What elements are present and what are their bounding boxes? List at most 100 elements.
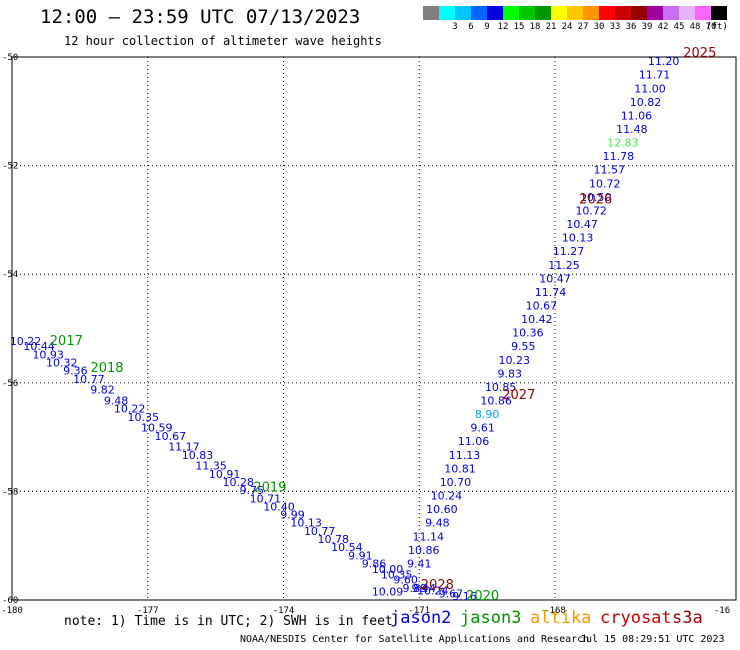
color-swatch bbox=[551, 6, 567, 20]
chart-subtitle: 12 hour collection of altimeter wave hei… bbox=[64, 34, 382, 48]
swh-value: 10.67 bbox=[526, 299, 558, 312]
swh-value: 11.78 bbox=[603, 150, 635, 163]
x-tick-label: -177 bbox=[137, 606, 159, 616]
color-scale-label: 70 bbox=[705, 22, 717, 32]
plot-frame bbox=[11, 56, 737, 601]
swh-value: 10.47 bbox=[566, 218, 598, 231]
color-swatch bbox=[519, 6, 535, 20]
x-tick-label: -174 bbox=[273, 606, 295, 616]
swh-value: 10.72 bbox=[589, 177, 621, 190]
color-swatch bbox=[711, 6, 727, 20]
y-tick-label: -56 bbox=[2, 379, 18, 389]
color-scale-label: 42 bbox=[657, 22, 669, 32]
color-swatch bbox=[471, 6, 487, 20]
swh-value: 9.60 bbox=[393, 574, 418, 587]
y-tick-label: -60 bbox=[2, 596, 18, 606]
swh-value: 9.48 bbox=[104, 395, 129, 408]
color-swatch bbox=[599, 6, 615, 20]
swh-value: 10.77 bbox=[73, 373, 105, 386]
swh-value: 10.22 bbox=[114, 403, 146, 416]
color-scale-label: 3 bbox=[452, 22, 458, 32]
color-scale-label: 36 bbox=[625, 22, 637, 32]
color-swatch bbox=[647, 6, 663, 20]
swh-value: 10.23 bbox=[499, 354, 531, 367]
swh-value: 10.44 bbox=[23, 340, 55, 353]
swh-value: 10.59 bbox=[141, 422, 173, 435]
swh-value: 9.41 bbox=[407, 557, 432, 570]
swh-value: 10.86 bbox=[408, 544, 440, 557]
color-scale-label: 30 bbox=[593, 22, 605, 32]
swh-value: 10.00 bbox=[372, 563, 404, 576]
x-tick-label: -16 bbox=[714, 606, 730, 616]
y-tick-label: -54 bbox=[2, 270, 18, 280]
swh-value: 10.93 bbox=[32, 348, 64, 361]
swh-value: 11.20 bbox=[648, 55, 680, 68]
x-tick-label: -180 bbox=[1, 606, 23, 616]
swh-value: 10.28 bbox=[223, 476, 255, 489]
swh-value: 11.17 bbox=[168, 441, 200, 454]
color-scale-label: 9 bbox=[484, 22, 490, 32]
swh-value: 9.67 bbox=[439, 587, 464, 600]
swh-value: 10.32 bbox=[46, 357, 78, 370]
color-swatch bbox=[631, 6, 647, 20]
swh-value: 10.13 bbox=[290, 517, 322, 530]
swh-value: 10.24 bbox=[417, 585, 449, 598]
satellite-legend-altika: altika bbox=[530, 608, 592, 628]
color-scale-label: 24 bbox=[561, 22, 573, 32]
swh-value: 10.22 bbox=[10, 335, 42, 348]
y-tick-label: -50 bbox=[2, 53, 18, 63]
swh-value: 11.35 bbox=[195, 460, 227, 473]
x-tick-label: -171 bbox=[408, 606, 430, 616]
swh-value: 10.40 bbox=[263, 500, 295, 513]
swh-value: 9.86 bbox=[362, 557, 387, 570]
hour-label: 2025 bbox=[683, 46, 716, 61]
swh-value: 10.91 bbox=[209, 468, 241, 481]
color-scale-label: 15 bbox=[513, 22, 525, 32]
color-swatch bbox=[455, 6, 471, 20]
swh-value: 10.83 bbox=[182, 449, 214, 462]
hour-label: 2018 bbox=[90, 361, 123, 376]
color-swatch bbox=[583, 6, 599, 20]
swh-value: 11.00 bbox=[634, 82, 666, 95]
x-tick-label: -168 bbox=[544, 606, 566, 616]
swh-value: 10.50 bbox=[580, 191, 612, 204]
chart-title: 12:00 — 23:59 UTC 07/13/2023 bbox=[40, 6, 361, 28]
swh-value: 11.74 bbox=[535, 286, 567, 299]
color-scale-label: 21 bbox=[545, 22, 557, 32]
swh-value: 10.09 bbox=[372, 586, 404, 599]
swh-value: 9.99 bbox=[280, 509, 305, 522]
swh-value: 11.13 bbox=[449, 449, 481, 462]
color-scale-label: 6 bbox=[468, 22, 474, 32]
swh-value: 10.13 bbox=[562, 232, 594, 245]
y-tick-label: -52 bbox=[2, 162, 18, 172]
color-scale-label: 27 bbox=[577, 22, 589, 32]
color-swatch bbox=[535, 6, 551, 20]
generated-timestamp: Jul 15 08:29:51 UTC 2023 bbox=[580, 634, 725, 645]
swh-value: 10.82 bbox=[630, 96, 662, 109]
color-scale-unit: (ft) bbox=[706, 22, 728, 32]
swh-value: 9.82 bbox=[90, 384, 115, 397]
swh-value: 10.70 bbox=[440, 476, 472, 489]
satellite-legend-s3a: s3a bbox=[672, 608, 703, 628]
swh-value: 9.44 bbox=[412, 582, 437, 595]
color-swatch bbox=[663, 6, 679, 20]
swh-value: 10.47 bbox=[539, 272, 571, 285]
color-swatch bbox=[423, 6, 439, 20]
swh-value: 9.16 bbox=[452, 590, 477, 603]
color-swatch bbox=[487, 6, 503, 20]
y-tick-label: -58 bbox=[2, 487, 18, 497]
hour-label: 2028 bbox=[421, 578, 454, 593]
swh-value: 9.55 bbox=[511, 340, 536, 353]
swh-value: 11.25 bbox=[548, 259, 580, 272]
color-scale-label: 12 bbox=[497, 22, 509, 32]
swh-value: 10.72 bbox=[575, 204, 607, 217]
hour-label: 2019 bbox=[253, 480, 286, 495]
swh-value: 9.36 bbox=[63, 365, 88, 378]
swh-value: 10.86 bbox=[480, 395, 512, 408]
swh-value: 8.90 bbox=[475, 408, 500, 421]
color-swatch bbox=[567, 6, 583, 20]
color-scale-label: 48 bbox=[689, 22, 701, 32]
swh-value: 10.85 bbox=[485, 381, 517, 394]
swh-value: 10.54 bbox=[331, 541, 363, 554]
credit-text: NOAA/NESDIS Center for Satellite Applica… bbox=[240, 634, 590, 645]
